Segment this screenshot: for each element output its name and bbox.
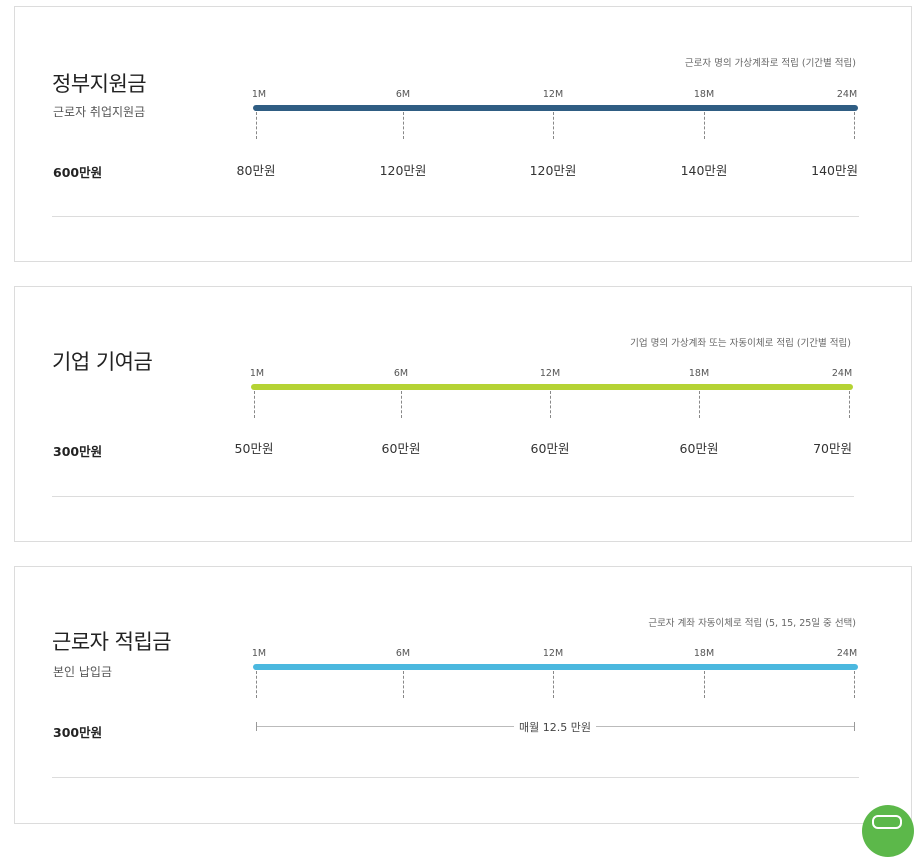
company-contribution-card: 기업 기여금 기업 명의 가상계좌 또는 자동이체로 적립 (기간별 적립) 1… [14, 286, 912, 542]
tick-marker [403, 671, 404, 698]
deposit-note: 기업 명의 가상계좌 또는 자동이체로 적립 (기간별 적립) [630, 338, 851, 349]
tick-label-18m: 18M [693, 648, 715, 659]
period-amount: 60만원 [679, 441, 719, 456]
tick-marker [256, 671, 257, 698]
span-end-cap [854, 722, 855, 731]
tick-marker [849, 391, 850, 418]
tick-label-12m: 12M [542, 89, 564, 100]
tick-label-24m: 24M [831, 368, 853, 379]
total-amount: 300만원 [53, 725, 103, 740]
section-divider [52, 216, 859, 217]
tick-marker [553, 112, 554, 139]
tick-label-12m: 12M [542, 648, 564, 659]
section-title: 정부지원금 [52, 72, 147, 96]
period-amount: 120만원 [529, 163, 577, 178]
tick-label-12m: 12M [539, 368, 561, 379]
tick-label-18m: 18M [688, 368, 710, 379]
tick-label-6m: 6M [393, 368, 409, 379]
government-subsidy-card: 정부지원금 근로자 취업지원금 근로자 명의 가상계좌로 적립 (기간별 적립)… [14, 6, 912, 262]
tick-marker [550, 391, 551, 418]
period-amount: 60만원 [530, 441, 570, 456]
section-divider [52, 777, 859, 778]
tick-marker [553, 671, 554, 698]
tick-label-1m: 1M [251, 648, 267, 659]
total-amount: 600만원 [53, 165, 103, 180]
tick-label-18m: 18M [693, 89, 715, 100]
tick-marker [704, 112, 705, 139]
chatbot-icon [872, 815, 902, 829]
period-amount: 140만원 [680, 163, 728, 178]
tick-marker [403, 112, 404, 139]
total-amount: 300만원 [53, 444, 103, 459]
section-subtitle: 본인 납입금 [53, 665, 113, 679]
tick-label-1m: 1M [249, 368, 265, 379]
tick-marker [256, 112, 257, 139]
chatbot-button[interactable] [862, 805, 914, 857]
period-amount: 120만원 [379, 163, 427, 178]
tick-marker [254, 391, 255, 418]
tick-label-1m: 1M [251, 89, 267, 100]
period-amount: 60만원 [381, 441, 421, 456]
tick-marker [854, 671, 855, 698]
tick-marker [401, 391, 402, 418]
section-subtitle: 근로자 취업지원금 [53, 105, 146, 119]
tick-marker [699, 391, 700, 418]
timeline-bar [253, 664, 858, 670]
deposit-note: 근로자 명의 가상계좌로 적립 (기간별 적립) [684, 58, 856, 69]
span-start-cap [256, 722, 257, 731]
section-divider [52, 496, 854, 497]
tick-label-6m: 6M [395, 89, 411, 100]
period-amount: 80만원 [236, 163, 276, 178]
timeline-bar [251, 384, 853, 390]
section-title: 근로자 적립금 [52, 630, 172, 654]
worker-savings-card: 근로자 적립금 본인 납입금 근로자 계좌 자동이체로 적립 (5, 15, 2… [14, 566, 912, 824]
timeline-bar [253, 105, 858, 111]
deposit-note: 근로자 계좌 자동이체로 적립 (5, 15, 25일 중 선택) [648, 618, 856, 629]
tick-label-24m: 24M [836, 89, 858, 100]
monthly-amount: 매월 12.5 만원 [514, 719, 596, 735]
tick-label-24m: 24M [836, 648, 858, 659]
tick-label-6m: 6M [395, 648, 411, 659]
period-amount: 70만원 [813, 441, 852, 456]
period-amount: 140만원 [811, 163, 858, 178]
section-title: 기업 기여금 [52, 350, 153, 374]
tick-marker [854, 112, 855, 139]
period-amount: 50만원 [234, 441, 274, 456]
tick-marker [704, 671, 705, 698]
